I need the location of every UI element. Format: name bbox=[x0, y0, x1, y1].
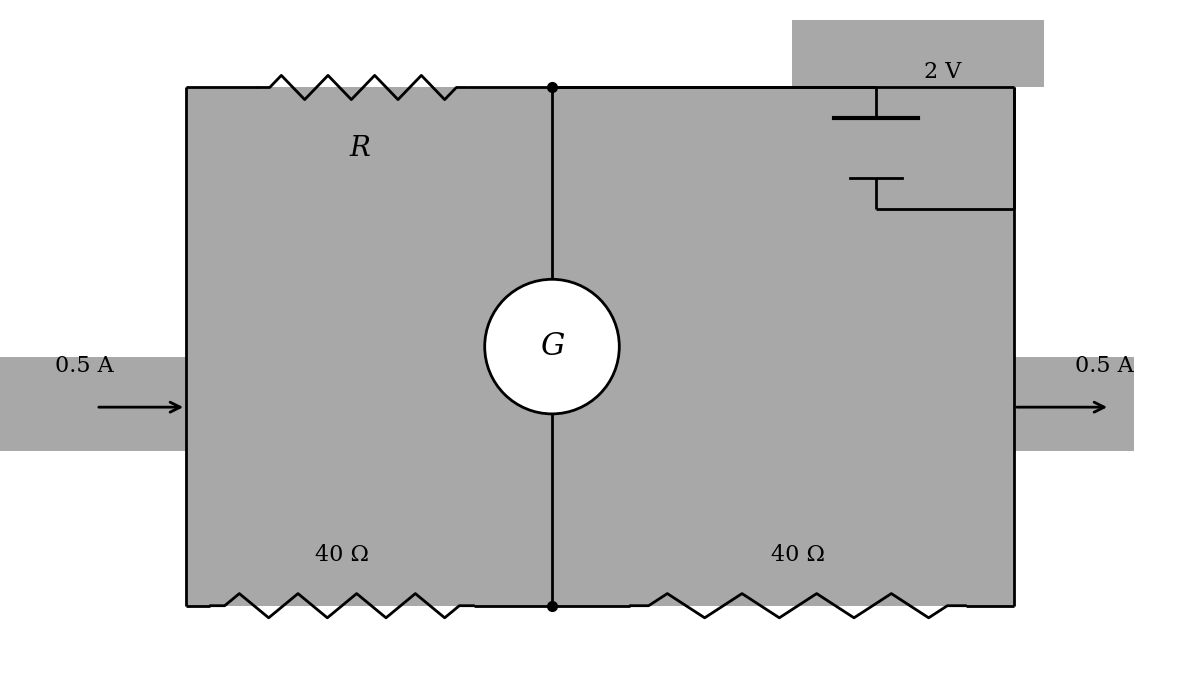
FancyBboxPatch shape bbox=[792, 20, 1044, 87]
Text: 0.5 A: 0.5 A bbox=[55, 355, 113, 377]
FancyBboxPatch shape bbox=[1014, 357, 1134, 451]
Text: 2 V: 2 V bbox=[924, 61, 961, 83]
Text: 40 Ω: 40 Ω bbox=[314, 544, 370, 566]
FancyBboxPatch shape bbox=[186, 87, 1014, 606]
Text: R: R bbox=[349, 135, 371, 162]
FancyBboxPatch shape bbox=[0, 357, 186, 451]
Text: 0.5 A: 0.5 A bbox=[1075, 355, 1133, 377]
Text: G: G bbox=[540, 331, 564, 362]
Ellipse shape bbox=[485, 279, 619, 414]
Text: 40 Ω: 40 Ω bbox=[772, 544, 826, 566]
